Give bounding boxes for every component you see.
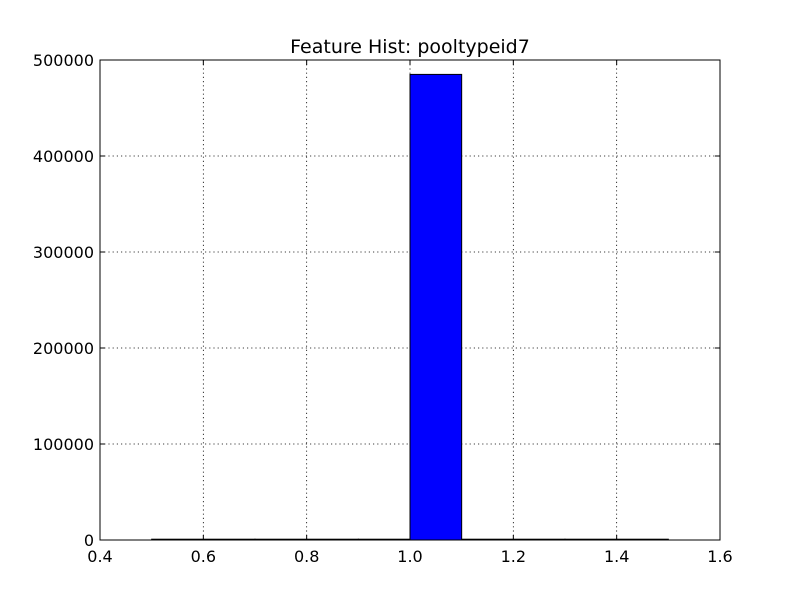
plot-frame [99, 59, 721, 541]
histogram-bars [151, 73, 669, 541]
y-tick-label: 300000 [33, 243, 94, 262]
y-axis-ticks: 0 100000 200000 300000 400000 500000 [33, 51, 720, 550]
x-tick-label: 1.0 [397, 547, 422, 566]
histogram-bar [409, 73, 463, 541]
x-tick-label: 0.4 [87, 547, 112, 566]
y-tick-label: 100000 [33, 435, 94, 454]
y-tick-label: 0 [84, 531, 94, 550]
y-tick-label: 500000 [33, 51, 94, 70]
x-tick-label: 1.6 [707, 547, 732, 566]
x-tick-label: 1.4 [604, 547, 629, 566]
x-tick-label: 0.6 [191, 547, 216, 566]
y-tick-label: 200000 [33, 339, 94, 358]
chart-title: Feature Hist: pooltypeid7 [290, 36, 530, 58]
y-tick-label: 400000 [33, 147, 94, 166]
x-tick-label: 0.8 [294, 547, 319, 566]
x-tick-label: 1.2 [501, 547, 526, 566]
